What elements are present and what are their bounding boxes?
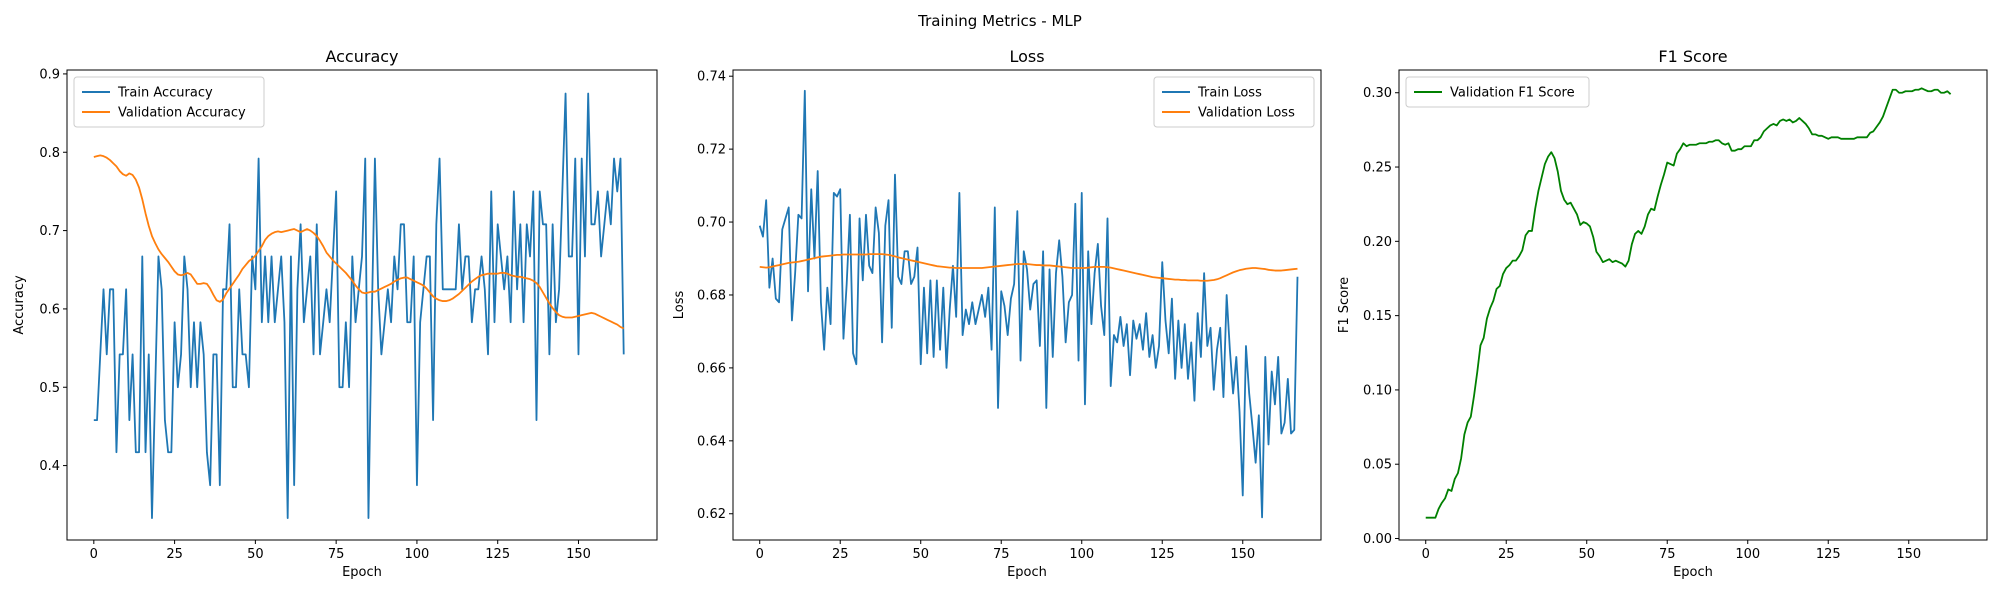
y-tick-label: 0.66 bbox=[697, 361, 726, 376]
x-tick-label: 75 bbox=[993, 547, 1010, 562]
x-tick-label: 0 bbox=[756, 547, 764, 562]
x-tick-label: 0 bbox=[1422, 547, 1430, 562]
x-tick-label: 25 bbox=[832, 547, 849, 562]
x-tick-label: 100 bbox=[1069, 547, 1094, 562]
y-tick-label: 0.4 bbox=[39, 459, 60, 474]
figure-suptitle: Training Metrics - MLP bbox=[917, 12, 1082, 30]
x-axis-label: Epoch bbox=[342, 565, 382, 580]
x-tick-label: 150 bbox=[1230, 547, 1255, 562]
legend: Train Accuracy Validation Accuracy bbox=[73, 76, 265, 128]
series-line bbox=[93, 154, 625, 330]
y-axis-label: F1 Score bbox=[1337, 277, 1352, 333]
x-tick-label: 25 bbox=[166, 547, 183, 562]
x-tick-label: 25 bbox=[1498, 547, 1515, 562]
x-tick-label: 75 bbox=[328, 547, 345, 562]
chart-title: F1 Score bbox=[1658, 47, 1727, 66]
x-tick-label: 150 bbox=[566, 547, 591, 562]
y-tick-label: 0.64 bbox=[697, 434, 726, 449]
chart-panel-3: F1 Score 0 25 50 75 100 125 150 0.00 0.05 0.10 0.15… bbox=[1337, 47, 1988, 580]
x-tick-label: 50 bbox=[912, 547, 929, 562]
y-tick-label: 0.25 bbox=[1363, 161, 1392, 176]
y-tick-label: 0.30 bbox=[1363, 86, 1392, 101]
legend-label: Train Accuracy bbox=[117, 86, 213, 101]
series-line bbox=[758, 89, 1299, 519]
y-tick-label: 0.62 bbox=[697, 507, 726, 522]
legend-box bbox=[73, 76, 265, 128]
chart-panel-2: Loss 0 25 50 75 100 125 150 0.62 0.64 0.66 0.68 0.70… bbox=[672, 47, 1322, 580]
legend: Train Loss Validation Loss bbox=[1153, 76, 1315, 128]
legend-label: Validation Loss bbox=[1198, 106, 1295, 121]
series-line bbox=[759, 253, 1298, 282]
chart-panel-1: Accuracy 0 25 50 75 100 125 150 0.4 0.5 0.6 0.7 0.8 0… bbox=[12, 47, 658, 580]
y-tick-label: 0.8 bbox=[39, 146, 60, 161]
y-tick-label: 0.74 bbox=[697, 70, 726, 85]
chart-title: Accuracy bbox=[325, 47, 398, 66]
y-tick-label: 0.05 bbox=[1363, 458, 1392, 473]
x-tick-label: 150 bbox=[1896, 547, 1921, 562]
legend-box bbox=[1153, 76, 1315, 128]
axes-frame bbox=[732, 69, 1322, 541]
y-tick-label: 0.15 bbox=[1363, 309, 1392, 324]
series-line bbox=[1425, 87, 1952, 519]
y-tick-label: 0.9 bbox=[39, 67, 60, 82]
x-tick-label: 125 bbox=[1150, 547, 1175, 562]
axes-frame bbox=[1398, 69, 1988, 541]
x-tick-label: 50 bbox=[247, 547, 264, 562]
x-axis-label: Epoch bbox=[1673, 565, 1713, 580]
x-tick-label: 0 bbox=[90, 547, 98, 562]
legend-label: Validation Accuracy bbox=[118, 106, 246, 121]
x-tick-label: 75 bbox=[1659, 547, 1676, 562]
y-tick-label: 0.6 bbox=[39, 302, 60, 317]
axes-frame bbox=[66, 69, 658, 541]
x-axis-label: Epoch bbox=[1007, 565, 1047, 580]
y-tick-label: 0.68 bbox=[697, 288, 726, 303]
y-tick-label: 0.7 bbox=[39, 224, 60, 239]
y-tick-label: 0.20 bbox=[1363, 235, 1392, 250]
y-tick-label: 0.10 bbox=[1363, 383, 1392, 398]
y-tick-label: 0.70 bbox=[697, 216, 726, 231]
x-tick-label: 125 bbox=[485, 547, 510, 562]
chart-title: Loss bbox=[1009, 47, 1044, 66]
x-tick-label: 125 bbox=[1816, 547, 1841, 562]
legend-label: Train Loss bbox=[1197, 86, 1262, 101]
legend: Validation F1 Score bbox=[1405, 76, 1590, 108]
x-tick-label: 50 bbox=[1578, 547, 1595, 562]
legend-box bbox=[1405, 76, 1590, 108]
y-axis-label: Loss bbox=[672, 291, 687, 320]
x-tick-label: 100 bbox=[405, 547, 430, 562]
y-tick-label: 0.72 bbox=[697, 143, 726, 158]
y-tick-label: 0.00 bbox=[1363, 532, 1392, 547]
y-axis-label: Accuracy bbox=[12, 275, 27, 335]
legend-label: Validation F1 Score bbox=[1450, 86, 1575, 101]
y-tick-label: 0.5 bbox=[39, 381, 60, 396]
x-tick-label: 100 bbox=[1735, 547, 1760, 562]
